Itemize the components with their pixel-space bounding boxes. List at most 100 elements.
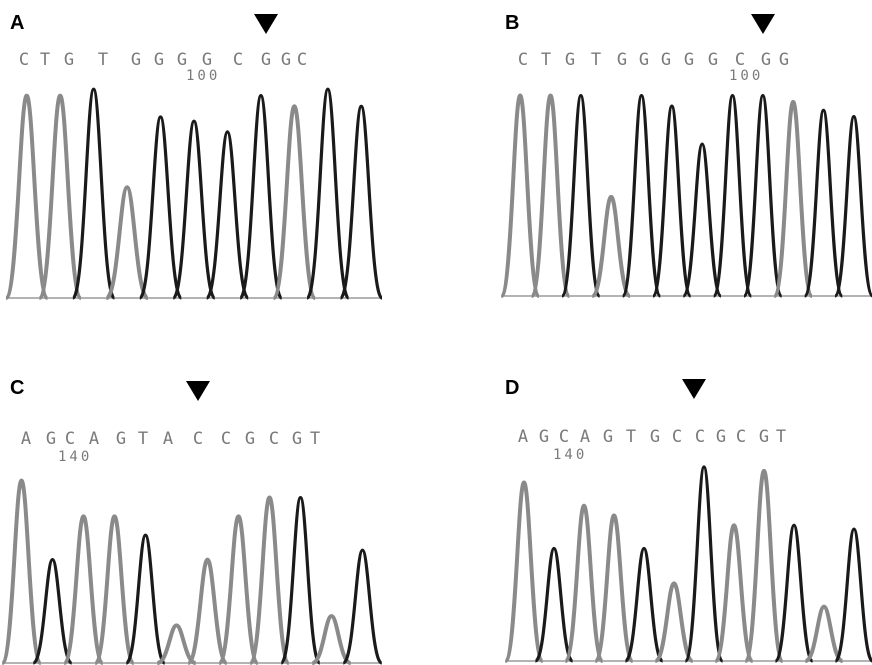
trace-peak xyxy=(803,108,844,298)
base-call: A xyxy=(579,427,591,447)
base-call: C xyxy=(735,427,747,447)
base-call: G xyxy=(280,50,292,70)
trace-peak xyxy=(338,104,384,300)
base-call: C xyxy=(18,50,30,70)
trace-peak xyxy=(772,99,814,298)
chromatogram-trace xyxy=(503,465,872,663)
base-call: A xyxy=(88,429,100,449)
trace-peak xyxy=(4,93,50,300)
base-call: G xyxy=(564,50,576,70)
trace-peak xyxy=(271,104,318,300)
base-call: G xyxy=(63,50,75,70)
trace-peak xyxy=(71,87,116,300)
trace-peak xyxy=(0,478,43,665)
trace-peak xyxy=(623,546,665,663)
variant-marker-arrow xyxy=(682,379,706,399)
trace-peak xyxy=(311,614,352,665)
base-call: T xyxy=(137,429,149,449)
trace-peak xyxy=(248,495,291,665)
trace-peak xyxy=(104,185,150,300)
trace-peak xyxy=(712,93,753,298)
chromatogram-trace xyxy=(4,87,384,300)
base-call: A xyxy=(20,429,32,449)
trace-peak xyxy=(533,546,575,663)
trace-peak xyxy=(93,514,136,665)
base-call: G xyxy=(176,50,188,70)
trace-peak xyxy=(238,94,284,300)
trace-peak xyxy=(124,533,167,665)
trace-peak xyxy=(563,503,605,663)
trace-peak xyxy=(590,194,632,298)
trace-peak xyxy=(713,523,755,663)
trace-peak xyxy=(138,115,183,300)
base-call: C xyxy=(232,50,244,70)
trace-peak xyxy=(186,557,229,665)
trace-peak xyxy=(651,104,693,298)
trace-peak xyxy=(499,93,541,298)
base-call: C xyxy=(220,429,232,449)
chromatogram-trace xyxy=(499,93,872,298)
trace-peak xyxy=(62,514,105,665)
chromatogram-trace xyxy=(0,478,384,665)
base-call: C xyxy=(64,429,76,449)
base-call: G xyxy=(638,50,650,70)
trace-peak xyxy=(171,119,217,300)
base-call: G xyxy=(660,50,672,70)
base-call: C xyxy=(517,50,529,70)
base-call: G xyxy=(707,50,719,70)
base-call: T xyxy=(775,427,787,447)
position-label: 100 xyxy=(729,68,764,84)
trace-peak xyxy=(37,93,83,300)
base-call: A xyxy=(162,429,174,449)
trace-peak xyxy=(804,604,844,663)
base-call: G xyxy=(538,427,550,447)
trace-peak xyxy=(653,581,695,663)
base-call: T xyxy=(590,50,602,70)
base-call: T xyxy=(309,429,321,449)
panel-letter: D xyxy=(505,377,520,399)
base-call: G xyxy=(45,429,57,449)
position-label: 140 xyxy=(553,447,588,463)
trace-peak xyxy=(156,623,197,665)
base-call: G xyxy=(260,50,272,70)
trace-peak xyxy=(683,465,725,663)
trace-peak xyxy=(529,93,572,298)
base-call: C xyxy=(192,429,204,449)
trace-peak xyxy=(217,514,260,665)
trace-peak xyxy=(773,523,815,663)
base-call: A xyxy=(517,427,529,447)
position-label: 100 xyxy=(186,68,221,84)
base-call: G xyxy=(115,429,127,449)
panel-letter: C xyxy=(10,377,25,399)
base-call: C xyxy=(694,427,706,447)
base-call: C xyxy=(734,50,746,70)
trace-peak xyxy=(503,480,545,663)
base-call: C xyxy=(296,50,308,70)
trace-peak xyxy=(341,548,384,665)
trace-peak xyxy=(743,468,785,663)
base-call: G xyxy=(602,427,614,447)
trace-peak xyxy=(621,93,662,298)
position-label: 140 xyxy=(58,449,93,465)
trace-peak xyxy=(560,93,602,298)
trace-peak xyxy=(305,87,351,300)
trace-peak xyxy=(593,513,635,663)
variant-marker-arrow xyxy=(751,14,775,34)
base-call: G xyxy=(778,50,790,70)
base-call: G xyxy=(715,427,727,447)
base-call: G xyxy=(758,427,770,447)
base-call: G xyxy=(649,427,661,447)
variant-marker-arrow xyxy=(186,381,210,401)
base-call: T xyxy=(39,50,51,70)
panel-letter: B xyxy=(505,12,520,34)
base-call: C xyxy=(268,429,280,449)
panel-letter: A xyxy=(10,12,25,34)
base-call: C xyxy=(558,427,570,447)
